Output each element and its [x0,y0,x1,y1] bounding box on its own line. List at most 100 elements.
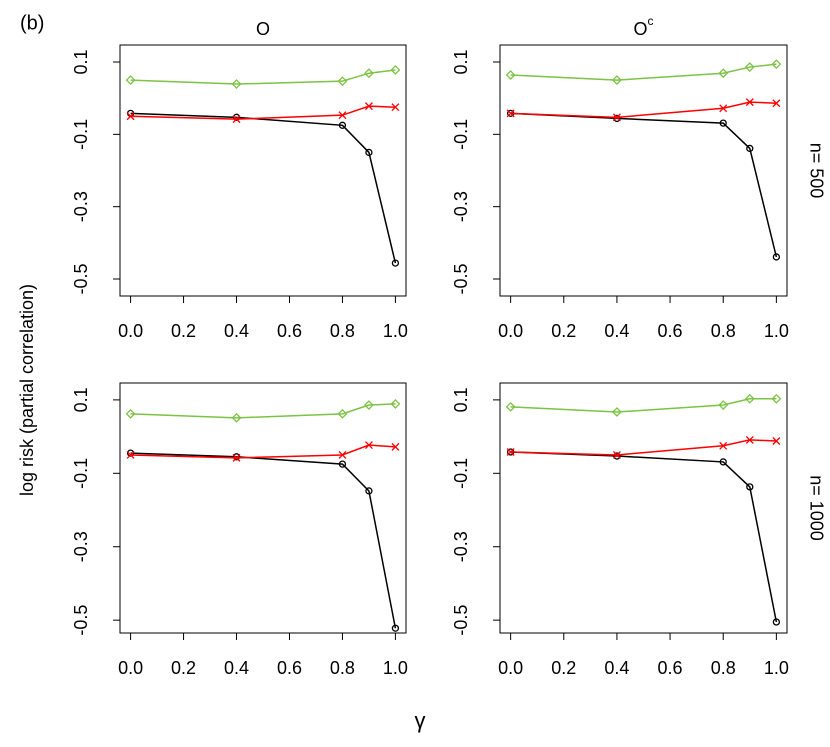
y-tick-label: -0.1 [451,119,471,150]
series-line [510,101,777,119]
panel-title-main: O [256,19,270,39]
point [338,121,347,129]
x-tick-label: 0.4 [224,321,249,341]
point [338,460,347,468]
x-tick-label: 0.0 [498,658,523,678]
plot-frame [119,44,407,297]
point [391,259,400,267]
y-tick-label: -0.3 [451,531,471,562]
point [745,98,754,107]
series-line [130,444,396,459]
point [364,441,373,450]
series-line [130,112,397,264]
point [232,115,241,124]
y-tick-label: -0.3 [71,531,91,562]
point [718,68,729,79]
point [772,437,781,445]
y-tick-label: -0.1 [451,458,471,489]
point [391,624,400,632]
x-tick-label: 0.6 [658,658,683,678]
point [719,458,727,466]
point [338,450,347,459]
figure-label: (b) [20,12,44,34]
x-tick-label: 0.4 [224,658,249,678]
y-tick-label: 0.1 [451,387,471,412]
x-tick-label: 1.0 [764,658,789,678]
point [772,618,781,626]
point [125,75,136,86]
x-tick-label: 0.0 [118,658,143,678]
y-tick-label: -0.5 [71,263,91,294]
point [506,109,515,118]
x-tick-label: 0.0 [498,321,523,341]
point [744,393,755,404]
plot-frame [499,382,788,634]
point [612,407,622,417]
series-line [510,112,778,258]
series-line [510,451,778,623]
y-tick-label: 0.1 [71,387,91,412]
point [744,62,755,72]
point [125,408,136,419]
point [391,103,400,112]
panel-title: Oc [633,14,653,39]
x-tick-label: 0.2 [551,658,576,678]
row-label: n= 500 [806,143,826,199]
point [126,112,135,121]
point [337,76,348,87]
series-line [510,63,777,81]
plot-frame [119,382,407,634]
series-line [130,105,396,120]
y-tick-label: 0.1 [71,49,91,74]
point [613,452,621,460]
point [612,450,621,459]
y-tick-label: -0.1 [71,119,91,150]
point [364,102,373,111]
point [746,144,754,153]
plot-frame [499,44,788,297]
y-tick-label: -0.5 [451,605,471,636]
point [365,148,373,157]
point [612,75,622,86]
x-tick-label: 1.0 [383,321,408,341]
x-tick-label: 0.6 [277,321,302,341]
point [126,450,135,459]
panel-title-main: O [633,19,647,39]
x-tick-label: 0.8 [711,658,736,678]
point [126,449,135,457]
series-line [510,439,777,456]
point [718,400,729,410]
point [505,401,516,412]
point [364,68,374,79]
point [390,399,401,409]
y-tick-label: -0.5 [451,263,471,294]
y-tick-label: -0.3 [451,191,471,222]
point [231,412,242,423]
y-tick-label: -0.3 [71,191,91,222]
point [719,104,728,113]
point [232,453,241,461]
y-tick-label: -0.5 [71,605,91,636]
point [746,483,754,491]
x-tick-label: 0.4 [604,658,629,678]
point [364,400,374,410]
x-tick-label: 0.2 [171,658,196,678]
x-tick-label: 0.0 [118,321,143,341]
point [391,442,400,451]
series-line [510,398,777,413]
series-line [130,69,396,85]
x-tick-label: 1.0 [383,658,408,678]
series-line [130,403,396,419]
point [231,79,242,89]
point [505,70,516,80]
point [232,453,241,462]
y-axis-label: log risk (partial correlation) [17,284,37,496]
point [612,113,621,122]
point [613,114,621,123]
panel-title-sup: c [648,14,654,28]
point [771,393,782,404]
point [232,113,241,121]
x-tick-label: 0.6 [277,658,302,678]
point [719,119,727,127]
